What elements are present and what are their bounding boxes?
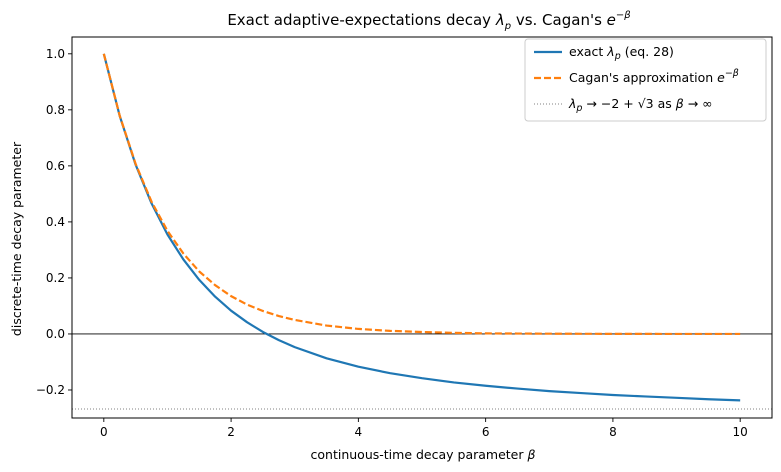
series-line-exact [102, 53, 741, 402]
plot-area [71, 36, 773, 419]
legend-label-limit: λp → −2 + √3 as β → ∞ [568, 96, 713, 114]
y-tick-label: −0.2 [36, 383, 65, 397]
y-axis-label: discrete-time decay parameter [9, 141, 24, 336]
legend-label-exact: exact λp (eq. 28) [569, 44, 674, 62]
series-line-cagan [102, 53, 741, 336]
chart-title: Exact adaptive-expectations decay λp vs.… [227, 10, 631, 32]
legend-box [524, 38, 767, 122]
x-tick-label: 6 [482, 425, 490, 439]
x-tick-label: 0 [100, 425, 108, 439]
x-tick-label: 2 [227, 425, 235, 439]
y-tick-label: 0.0 [46, 327, 65, 341]
y-tick-label: 0.8 [46, 103, 65, 117]
y-tick-label: 0.6 [46, 159, 65, 173]
x-axis-label: continuous-time decay parameter β [311, 447, 536, 462]
x-tick-label: 8 [609, 425, 617, 439]
y-tick-label: 1.0 [46, 47, 65, 61]
axis-ticks: 0 2 4 6 8 10 −0.2 0.0 0.2 0.4 0.6 0.8 1.0 [36, 47, 748, 439]
y-tick-label: 0.4 [46, 215, 65, 229]
legend: exact λp (eq. 28) Cagan's approximation … [524, 38, 767, 122]
axes-frame [71, 36, 773, 419]
legend-label-cagan: Cagan's approximation e−β [569, 68, 739, 85]
x-tick-label: 10 [733, 425, 748, 439]
y-tick-label: 0.2 [46, 271, 65, 285]
x-tick-label: 4 [355, 425, 363, 439]
